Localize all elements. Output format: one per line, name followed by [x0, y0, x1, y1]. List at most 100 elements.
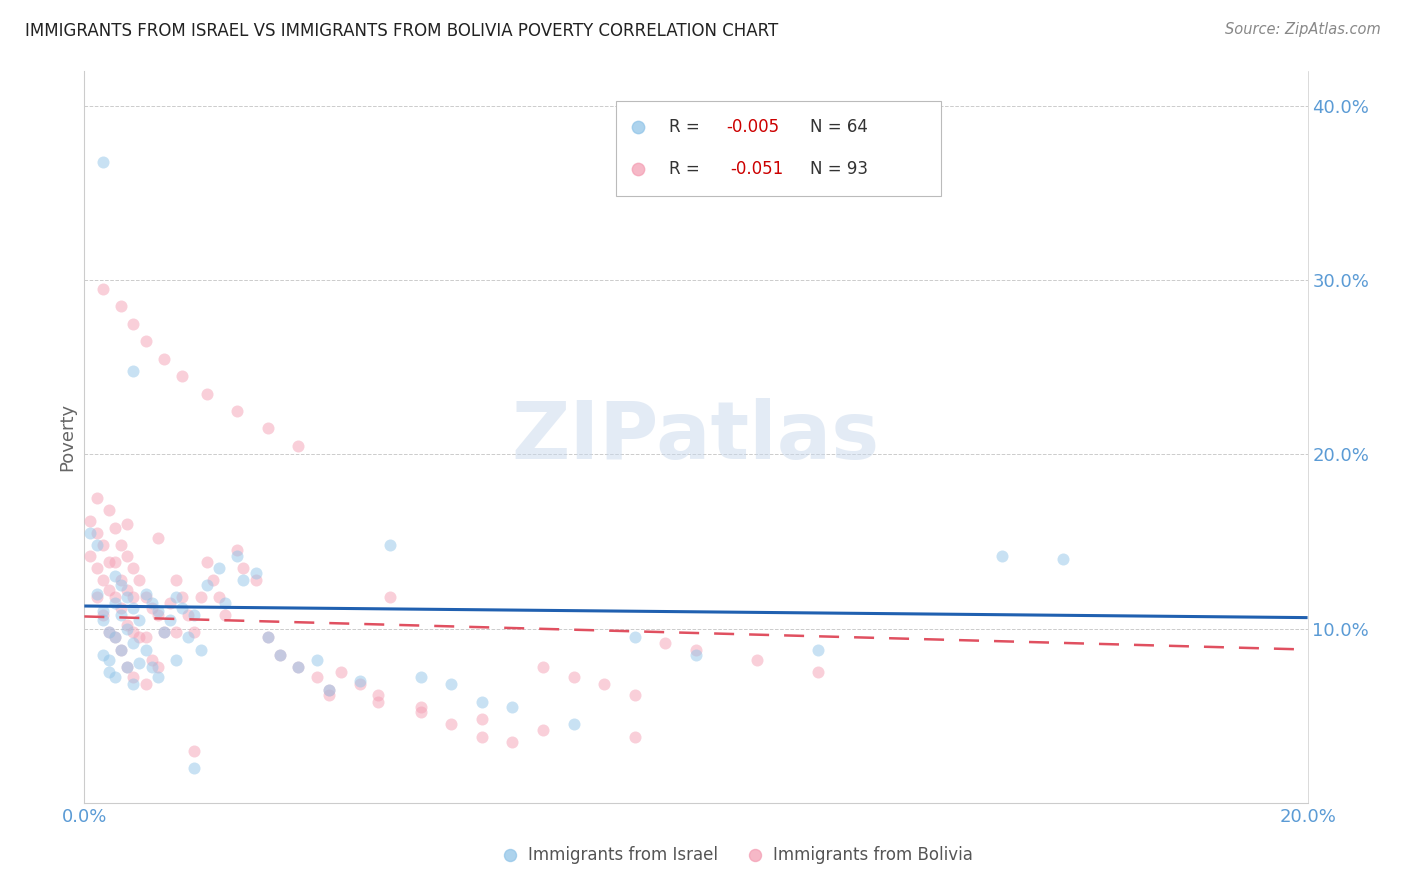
Point — [110, 607, 132, 622]
Text: Source: ZipAtlas.com: Source: ZipAtlas.com — [1225, 22, 1381, 37]
Point — [128, 631, 150, 645]
Point — [122, 677, 145, 691]
Point — [122, 364, 145, 378]
Point — [91, 538, 114, 552]
Point — [141, 595, 163, 609]
Point — [86, 538, 108, 552]
Point — [104, 591, 127, 605]
Point — [135, 334, 157, 349]
Point — [330, 665, 353, 680]
Point — [91, 155, 114, 169]
Point — [177, 631, 200, 645]
Point — [104, 631, 127, 645]
Point — [86, 560, 108, 574]
Point — [91, 613, 114, 627]
Point — [115, 660, 138, 674]
Text: ZIPatlas: ZIPatlas — [512, 398, 880, 476]
Point — [214, 595, 236, 609]
Point — [110, 642, 132, 657]
Point — [128, 657, 150, 671]
Point — [110, 538, 132, 552]
Point — [141, 600, 163, 615]
Point — [190, 591, 212, 605]
Text: Immigrants from Bolivia: Immigrants from Bolivia — [773, 847, 973, 864]
Point — [287, 439, 309, 453]
Point — [165, 625, 187, 640]
Text: IMMIGRANTS FROM ISRAEL VS IMMIGRANTS FROM BOLIVIA POVERTY CORRELATION CHART: IMMIGRANTS FROM ISRAEL VS IMMIGRANTS FRO… — [25, 22, 779, 40]
Point — [86, 587, 108, 601]
Point — [305, 670, 328, 684]
Point — [232, 560, 254, 574]
Text: -0.051: -0.051 — [730, 160, 783, 178]
Point — [115, 622, 138, 636]
Point — [104, 670, 127, 684]
Text: N = 64: N = 64 — [810, 119, 868, 136]
Point — [146, 604, 169, 618]
Point — [122, 600, 145, 615]
Point — [146, 670, 169, 684]
Point — [624, 730, 647, 744]
Point — [128, 573, 150, 587]
Point — [104, 521, 127, 535]
Point — [104, 556, 127, 570]
Point — [624, 631, 647, 645]
Point — [135, 642, 157, 657]
Text: R =: R = — [669, 119, 704, 136]
Point — [141, 660, 163, 674]
Point — [122, 317, 145, 331]
Point — [685, 648, 707, 662]
Point — [122, 560, 145, 574]
Point — [110, 300, 132, 314]
Point — [502, 735, 524, 749]
Point — [135, 677, 157, 691]
Point — [685, 642, 707, 657]
Point — [79, 549, 101, 563]
Point — [153, 625, 176, 640]
Point — [201, 573, 224, 587]
Point — [97, 625, 120, 640]
Point — [409, 670, 432, 684]
Point — [747, 653, 769, 667]
Point — [226, 549, 249, 563]
Point — [287, 660, 309, 674]
Point — [79, 514, 101, 528]
Point — [991, 549, 1014, 563]
Point — [409, 700, 432, 714]
Point — [115, 583, 138, 598]
Point — [146, 607, 169, 622]
Point — [502, 700, 524, 714]
Point — [195, 578, 218, 592]
Point — [110, 600, 132, 615]
Point — [91, 573, 114, 587]
Y-axis label: Poverty: Poverty — [58, 403, 76, 471]
Point — [86, 491, 108, 505]
Text: -0.005: -0.005 — [727, 119, 780, 136]
Point — [531, 660, 554, 674]
Point — [380, 591, 402, 605]
Point — [349, 677, 371, 691]
Point — [624, 688, 647, 702]
Text: N = 93: N = 93 — [810, 160, 868, 178]
Point — [104, 595, 127, 609]
Point — [183, 607, 205, 622]
Point — [172, 600, 194, 615]
Point — [269, 648, 291, 662]
Point — [165, 591, 187, 605]
Point — [122, 625, 145, 640]
Point — [440, 717, 463, 731]
Point — [86, 525, 108, 540]
Point — [287, 660, 309, 674]
Point — [115, 618, 138, 632]
Point — [110, 642, 132, 657]
Point — [471, 695, 494, 709]
Point — [97, 503, 120, 517]
Point — [226, 543, 249, 558]
Point — [153, 625, 176, 640]
Text: Immigrants from Israel: Immigrants from Israel — [529, 847, 718, 864]
Point — [183, 625, 205, 640]
Point — [593, 677, 616, 691]
Point — [97, 625, 120, 640]
Point — [159, 595, 181, 609]
Point — [79, 525, 101, 540]
Point — [97, 653, 120, 667]
